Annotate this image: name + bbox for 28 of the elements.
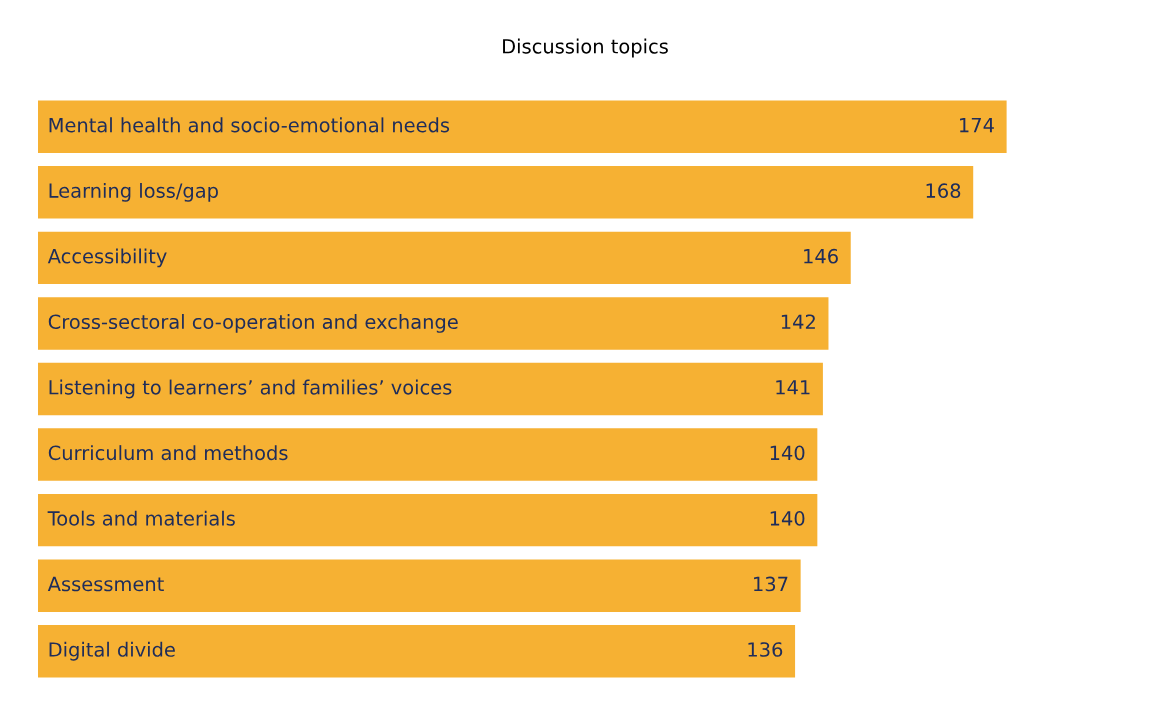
y-tick-label: Mental health and socio-emotional needs (49, 117, 450, 133)
data-label: 142 (781, 314, 815, 329)
bar (38, 428, 818, 481)
data-label: 174 (960, 117, 994, 133)
y-tick-label: Cross-sectoral co-operation and exchange (48, 314, 458, 333)
y-tick-label: Digital divide (49, 641, 175, 661)
data-label: 141 (776, 380, 810, 395)
data-label: 146 (804, 248, 838, 264)
bar (38, 166, 974, 219)
bar (38, 100, 1007, 153)
data-label: 140 (770, 511, 805, 526)
data-label: 137 (754, 576, 788, 592)
bar (38, 625, 796, 678)
data-label: 136 (748, 642, 783, 657)
chart-title: Discussion topics (503, 38, 668, 58)
data-label: 168 (926, 183, 961, 198)
data-label: 140 (770, 445, 805, 461)
y-tick-label: Learning loss/gap (49, 182, 218, 202)
bar (38, 559, 801, 612)
bar (38, 493, 818, 547)
y-tick-label: Assessment (47, 576, 164, 592)
y-tick-label: Listening to learners’ and families’ voices (49, 379, 452, 399)
bar (38, 362, 823, 416)
bar (38, 231, 851, 285)
y-tick-label: Accessibility (47, 248, 167, 268)
bar (38, 297, 829, 350)
y-tick-label: Curriculum and methods (48, 445, 288, 461)
y-tick-label: Tools and materials (47, 510, 235, 526)
